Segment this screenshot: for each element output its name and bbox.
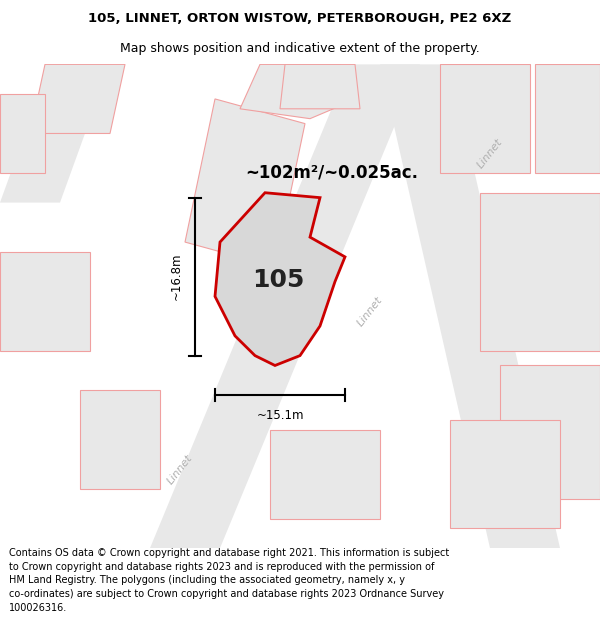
Text: 105, LINNET, ORTON WISTOW, PETERBOROUGH, PE2 6XZ: 105, LINNET, ORTON WISTOW, PETERBOROUGH,… [88, 11, 512, 24]
Polygon shape [0, 252, 90, 351]
Polygon shape [440, 64, 530, 173]
Polygon shape [185, 99, 305, 267]
Polygon shape [150, 64, 420, 548]
Polygon shape [270, 429, 380, 519]
Text: Map shows position and indicative extent of the property.: Map shows position and indicative extent… [120, 42, 480, 55]
Text: Linnet: Linnet [475, 136, 505, 170]
Text: Linnet: Linnet [355, 294, 385, 328]
Polygon shape [30, 64, 125, 134]
Polygon shape [280, 64, 360, 109]
Polygon shape [215, 192, 345, 366]
Polygon shape [80, 390, 160, 489]
Text: Linnet: Linnet [166, 452, 194, 486]
Text: ~15.1m: ~15.1m [256, 409, 304, 422]
Polygon shape [0, 64, 110, 203]
Text: ~102m²/~0.025ac.: ~102m²/~0.025ac. [245, 164, 418, 182]
Polygon shape [535, 64, 600, 173]
Polygon shape [240, 64, 345, 119]
Polygon shape [450, 420, 560, 528]
Polygon shape [500, 366, 600, 499]
Text: Contains OS data © Crown copyright and database right 2021. This information is : Contains OS data © Crown copyright and d… [9, 548, 449, 612]
Polygon shape [0, 94, 45, 173]
Polygon shape [380, 64, 560, 548]
Text: ~16.8m: ~16.8m [170, 253, 183, 301]
Text: 105: 105 [252, 268, 304, 292]
Polygon shape [480, 192, 600, 351]
